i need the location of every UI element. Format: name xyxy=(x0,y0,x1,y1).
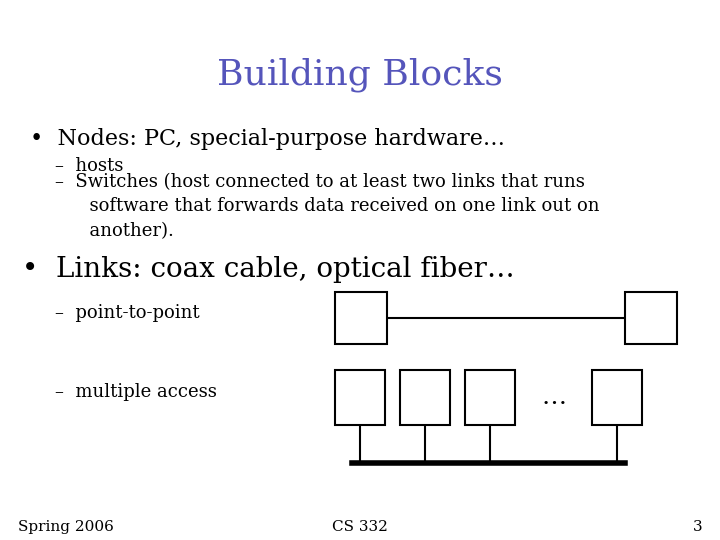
Bar xyxy=(592,370,642,425)
Text: 3: 3 xyxy=(693,520,702,534)
Text: –  Switches (host connected to at least two links that runs
      software that : – Switches (host connected to at least t… xyxy=(55,173,600,240)
Text: –  multiple access: – multiple access xyxy=(55,383,217,401)
Bar xyxy=(335,292,387,344)
Text: CS 332: CS 332 xyxy=(332,520,388,534)
Text: …: … xyxy=(541,386,566,408)
Text: Building Blocks: Building Blocks xyxy=(217,58,503,92)
Bar xyxy=(465,370,515,425)
Text: –  hosts: – hosts xyxy=(55,157,123,175)
Bar xyxy=(400,370,450,425)
Bar xyxy=(625,292,677,344)
Text: –  point-to-point: – point-to-point xyxy=(55,304,199,322)
Text: •  Nodes: PC, special-purpose hardware…: • Nodes: PC, special-purpose hardware… xyxy=(30,128,505,150)
Text: Spring 2006: Spring 2006 xyxy=(18,520,114,534)
Text: •  Links: coax cable, optical fiber…: • Links: coax cable, optical fiber… xyxy=(22,256,515,283)
Bar xyxy=(335,370,385,425)
